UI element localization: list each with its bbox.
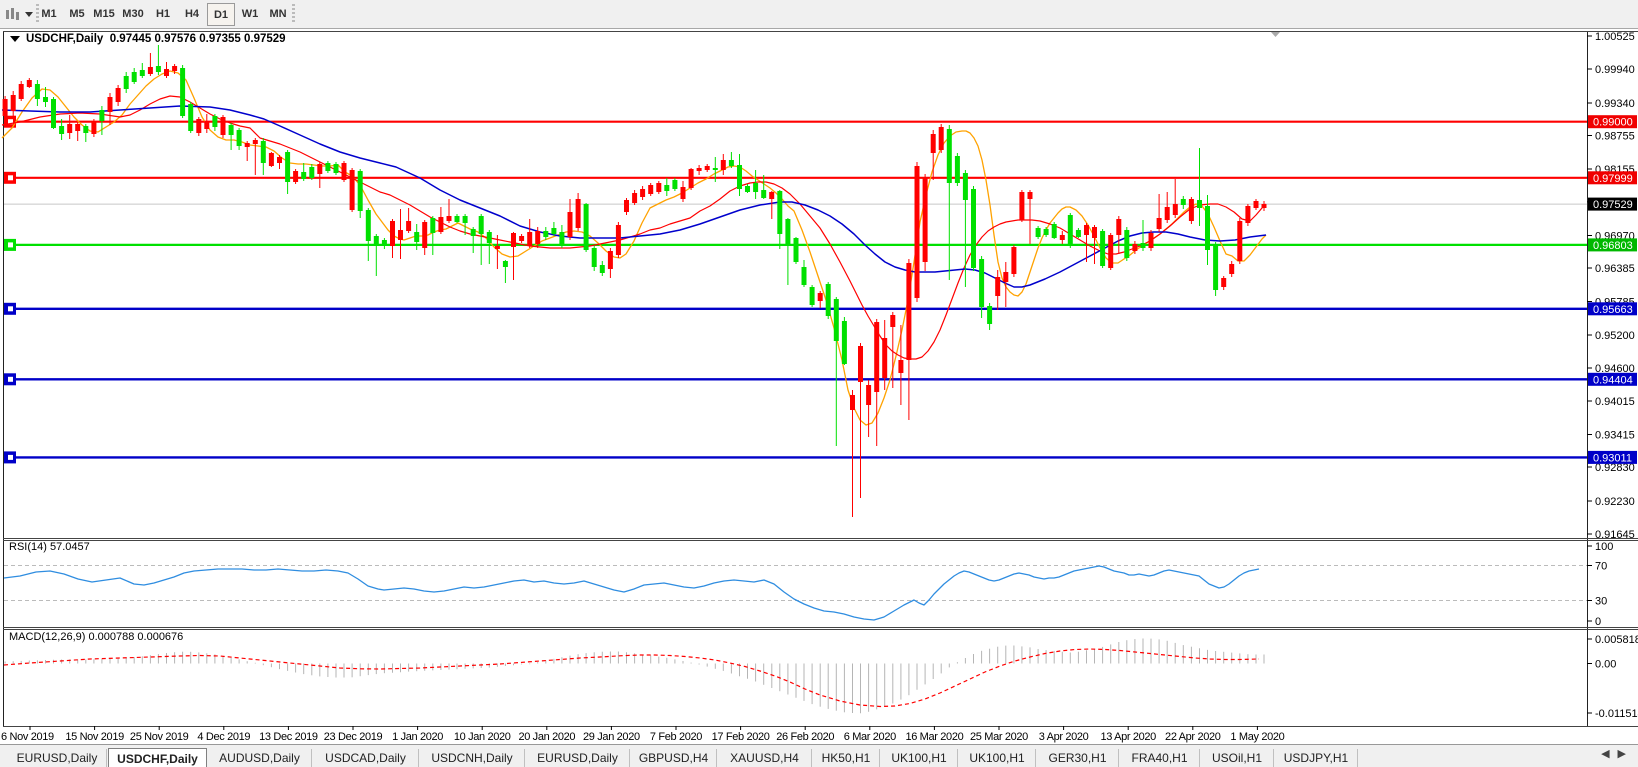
svg-text:26 Feb 2020: 26 Feb 2020	[776, 731, 834, 743]
svg-text:0.94015: 0.94015	[1595, 396, 1635, 408]
svg-text:0.93011: 0.93011	[1593, 452, 1632, 464]
svg-text:0.92230: 0.92230	[1595, 496, 1635, 508]
svg-text:0.005818: 0.005818	[1595, 634, 1638, 646]
svg-text:0.99000: 0.99000	[1593, 117, 1633, 129]
svg-text:29 Jan 2020: 29 Jan 2020	[583, 731, 640, 743]
svg-text:0.95200: 0.95200	[1595, 330, 1635, 342]
svg-text:-0.011514: -0.011514	[1595, 708, 1638, 720]
svg-text:30: 30	[1595, 596, 1607, 608]
svg-text:23 Dec 2019: 23 Dec 2019	[324, 731, 383, 743]
svg-text:0.94404: 0.94404	[1593, 374, 1633, 386]
svg-text:0.93415: 0.93415	[1595, 430, 1635, 442]
svg-text:17 Feb 2020: 17 Feb 2020	[712, 731, 770, 743]
svg-text:1.00525: 1.00525	[1595, 31, 1635, 43]
svg-text:13 Apr 2020: 13 Apr 2020	[1100, 731, 1156, 743]
svg-text:RSI(14) 57.0457: RSI(14) 57.0457	[9, 541, 90, 553]
svg-text:0.97999: 0.97999	[1593, 173, 1633, 185]
svg-text:0: 0	[1595, 616, 1601, 628]
svg-text:25 Mar 2020: 25 Mar 2020	[970, 731, 1028, 743]
svg-text:1 May 2020: 1 May 2020	[1230, 731, 1284, 743]
svg-text:13 Dec 2019: 13 Dec 2019	[259, 731, 318, 743]
svg-text:100: 100	[1595, 541, 1613, 553]
svg-text:16 Mar 2020: 16 Mar 2020	[905, 731, 963, 743]
svg-text:0.92830: 0.92830	[1595, 462, 1635, 474]
svg-text:3 Apr 2020: 3 Apr 2020	[1039, 731, 1089, 743]
svg-text:0.91645: 0.91645	[1595, 529, 1635, 541]
svg-text:6 Mar 2020: 6 Mar 2020	[844, 731, 896, 743]
svg-text:USDCHF,Daily 0.97445 0.97576: USDCHF,Daily 0.97445 0.97576 0.97355 0.9…	[26, 33, 286, 45]
svg-text:22 Apr 2020: 22 Apr 2020	[1165, 731, 1221, 743]
svg-text:0.96803: 0.96803	[1593, 240, 1633, 252]
svg-text:1 Jan 2020: 1 Jan 2020	[392, 731, 443, 743]
svg-text:7 Feb 2020: 7 Feb 2020	[650, 731, 702, 743]
svg-text:25 Nov 2019: 25 Nov 2019	[130, 731, 189, 743]
svg-text:70: 70	[1595, 561, 1607, 573]
svg-text:MACD(12,26,9) 0.000788 0.00067: MACD(12,26,9) 0.000788 0.000676	[9, 631, 183, 643]
svg-text:0.97529: 0.97529	[1593, 199, 1633, 211]
svg-text:15 Nov 2019: 15 Nov 2019	[65, 731, 124, 743]
svg-text:6 Nov 2019: 6 Nov 2019	[1, 731, 54, 743]
svg-text:0.00: 0.00	[1595, 659, 1616, 671]
svg-text:0.95663: 0.95663	[1593, 304, 1633, 316]
svg-text:0.96385: 0.96385	[1595, 263, 1635, 275]
svg-text:0.99340: 0.99340	[1595, 98, 1635, 110]
svg-text:20 Jan 2020: 20 Jan 2020	[518, 731, 575, 743]
svg-text:4 Dec 2019: 4 Dec 2019	[197, 731, 250, 743]
svg-text:10 Jan 2020: 10 Jan 2020	[454, 731, 511, 743]
svg-text:0.99940: 0.99940	[1595, 64, 1635, 76]
svg-text:0.94600: 0.94600	[1595, 363, 1635, 375]
svg-text:0.98755: 0.98755	[1595, 131, 1635, 143]
